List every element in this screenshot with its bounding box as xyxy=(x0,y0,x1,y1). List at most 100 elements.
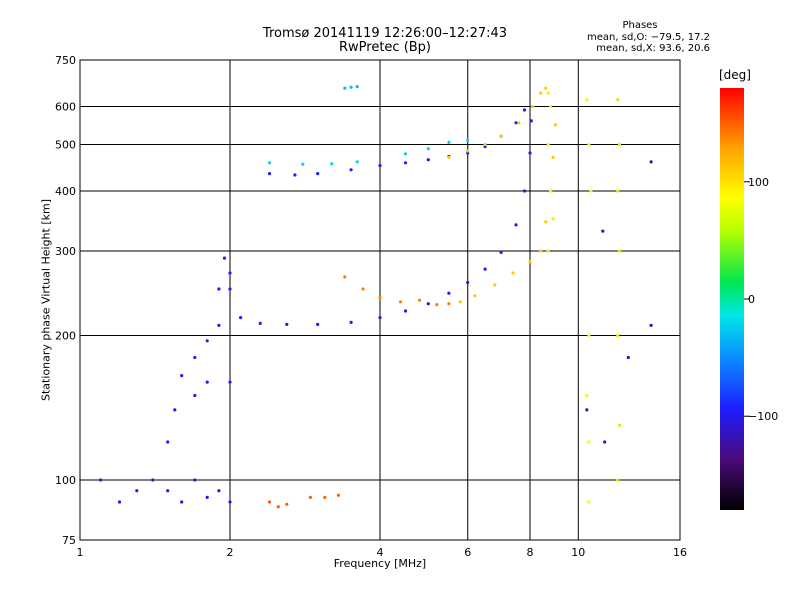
data-point xyxy=(585,98,589,102)
data-point xyxy=(267,161,272,165)
data-point xyxy=(217,489,221,493)
data-point xyxy=(267,500,272,504)
x-tick-label: 10 xyxy=(571,546,585,559)
data-point xyxy=(316,172,320,176)
colorbar-tick-label: 100 xyxy=(748,176,769,189)
data-point xyxy=(151,478,155,482)
phase-line-x: mean, sd,X: 93.6, 20.6 xyxy=(596,43,710,54)
data-point xyxy=(483,142,487,147)
data-point xyxy=(616,333,620,338)
data-point xyxy=(285,322,289,326)
data-point xyxy=(531,104,535,109)
phase-line-o: mean, sd,O: −79.5, 17.2 xyxy=(587,32,710,43)
data-point xyxy=(466,138,470,142)
data-point xyxy=(166,489,170,493)
data-point xyxy=(616,478,620,482)
data-point xyxy=(435,303,439,307)
data-point xyxy=(617,249,622,253)
data-point xyxy=(180,374,184,378)
y-axis: 75 100 200 300 400 500 600 750 xyxy=(55,54,76,547)
data-point xyxy=(447,291,451,295)
data-point xyxy=(336,493,340,497)
data-point xyxy=(217,287,221,291)
data-point xyxy=(403,309,408,313)
data-point xyxy=(539,91,543,95)
x-tick-label: 1 xyxy=(77,546,84,559)
data-point xyxy=(539,249,543,253)
data-point xyxy=(528,260,532,264)
data-point xyxy=(205,380,209,384)
data-point xyxy=(228,380,232,384)
data-point xyxy=(473,294,477,298)
x-tick-label: 16 xyxy=(673,546,687,559)
data-point xyxy=(426,158,430,162)
data-point xyxy=(544,86,548,90)
data-point xyxy=(529,119,533,123)
data-point xyxy=(522,189,527,193)
data-point xyxy=(458,300,462,304)
data-point xyxy=(549,104,553,109)
data-point xyxy=(349,168,353,172)
x-axis-label: Frequency [MHz] xyxy=(333,557,427,570)
colorbar-tick-label: 0 xyxy=(748,293,755,306)
data-point xyxy=(499,250,503,254)
data-point xyxy=(403,152,408,156)
data-point xyxy=(601,229,605,233)
data-point xyxy=(585,408,589,412)
data-point xyxy=(493,283,497,287)
chart-title-line2: RwPretec (Bp) xyxy=(338,40,432,55)
data-point xyxy=(551,155,555,159)
data-point xyxy=(222,256,227,260)
data-point xyxy=(193,393,197,398)
data-point xyxy=(511,271,515,275)
y-tick-label: 200 xyxy=(55,330,76,343)
data-point xyxy=(514,121,518,125)
data-point xyxy=(528,151,532,155)
colorbar-ticks: 100 0 −100 xyxy=(744,176,778,423)
data-point xyxy=(399,300,403,304)
data-point xyxy=(649,160,653,164)
data-point xyxy=(589,189,593,193)
data-point xyxy=(522,108,527,112)
data-point xyxy=(343,86,347,90)
y-tick-label: 300 xyxy=(55,245,76,258)
data-point xyxy=(316,322,320,326)
data-point xyxy=(551,217,555,221)
data-point xyxy=(193,478,197,482)
x-tick-label: 6 xyxy=(464,546,471,559)
data-point xyxy=(378,316,382,320)
data-point xyxy=(276,505,280,509)
data-point xyxy=(308,495,312,499)
data-point xyxy=(585,393,589,398)
data-point xyxy=(447,140,451,144)
data-point xyxy=(205,339,209,343)
data-point xyxy=(355,85,359,89)
data-point xyxy=(323,495,327,499)
data-point xyxy=(587,500,591,504)
data-point xyxy=(99,478,103,482)
data-point xyxy=(228,271,232,275)
data-point xyxy=(546,91,550,95)
data-point xyxy=(349,85,353,89)
data-point xyxy=(173,408,177,412)
colorbar-unit: [deg] xyxy=(719,68,751,82)
data-point xyxy=(301,162,305,166)
data-point xyxy=(258,321,262,325)
y-tick-label: 600 xyxy=(55,101,76,114)
data-point xyxy=(587,440,591,444)
data-point xyxy=(544,220,548,224)
y-tick-label: 75 xyxy=(62,534,76,547)
data-point xyxy=(135,489,139,493)
y-axis-label: Stationary phase Virtual Height [km] xyxy=(39,198,53,402)
plot-frame xyxy=(79,59,681,541)
data-point xyxy=(426,147,430,151)
data-point xyxy=(483,267,487,271)
data-point xyxy=(626,355,630,360)
data-point xyxy=(616,98,620,102)
data-point xyxy=(549,189,553,193)
data-point xyxy=(166,440,170,444)
data-point xyxy=(617,142,622,147)
data-point xyxy=(447,155,451,159)
y-tick-label: 400 xyxy=(55,185,76,198)
